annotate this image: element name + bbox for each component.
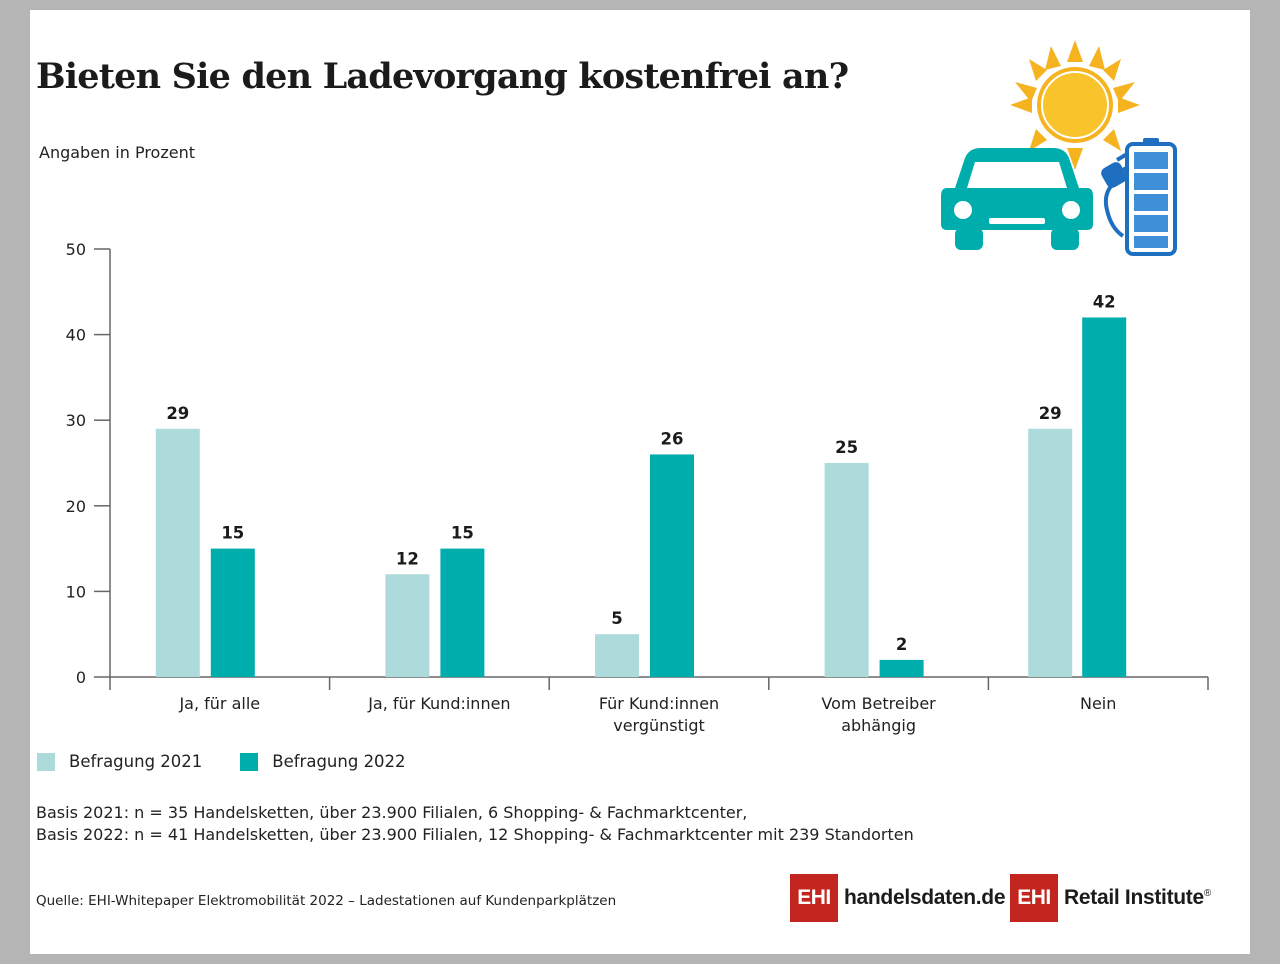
x-tick-label: abhängig — [841, 716, 916, 735]
y-tick-label: 50 — [66, 240, 86, 259]
legend-label-2021: Befragung 2021 — [69, 752, 203, 771]
bar — [155, 428, 200, 677]
bar — [385, 574, 430, 677]
data-label: 42 — [1093, 292, 1116, 311]
x-tick-label: Nein — [1080, 694, 1116, 713]
chart-title: Bieten Sie den Ladevorgang kostenfrei an… — [36, 56, 849, 97]
data-label: 5 — [611, 609, 622, 628]
data-label: 29 — [1039, 404, 1062, 423]
retail-institute-logo-text: Retail Institute® — [1064, 886, 1211, 910]
bar — [595, 634, 639, 677]
bar — [1082, 317, 1127, 677]
bar — [824, 463, 869, 677]
ev-charging-illustration — [941, 40, 1177, 256]
y-tick-label: 40 — [66, 326, 86, 345]
sun-icon — [1010, 40, 1140, 170]
ehi-logo-mark: EHI — [790, 874, 838, 922]
y-tick-label: 30 — [66, 411, 86, 430]
legend-label-2022: Befragung 2022 — [272, 752, 406, 771]
data-label: 15 — [451, 524, 474, 543]
legend: Befragung 2021 Befragung 2022 — [37, 752, 444, 771]
data-label: 15 — [221, 524, 244, 543]
data-label: 25 — [835, 438, 858, 457]
data-label: 26 — [661, 429, 684, 448]
legend-item-2021: Befragung 2021 — [37, 752, 202, 771]
basis-2022: Basis 2022: n = 41 Handelsketten, über 2… — [36, 825, 914, 844]
y-tick-label: 10 — [66, 582, 86, 601]
legend-item-2022: Befragung 2022 — [240, 752, 406, 771]
ehi-logo-mark: EHI — [1010, 874, 1058, 922]
basis-note: Basis 2021: n = 35 Handelsketten, über 2… — [36, 802, 914, 846]
battery-icon — [1125, 138, 1177, 256]
car-icon — [941, 148, 1093, 250]
data-label: 29 — [166, 404, 189, 423]
legend-swatch-2022 — [240, 752, 259, 771]
handelsdaten-logo-text: handelsdaten.de — [844, 886, 1006, 909]
x-tick-label: Ja, für alle — [178, 694, 260, 713]
bar — [650, 454, 694, 677]
bar — [879, 659, 924, 677]
data-label: 2 — [896, 635, 907, 654]
legend-swatch-2021 — [37, 752, 55, 771]
bar — [1028, 428, 1073, 677]
x-tick-label: vergünstigt — [613, 716, 705, 735]
data-label: 12 — [396, 549, 419, 568]
y-tick-label: 20 — [66, 497, 86, 516]
chart-subtitle: Angaben in Prozent — [39, 143, 195, 162]
x-tick-label: Vom Betreiber — [821, 694, 936, 713]
y-tick-label: 0 — [76, 668, 86, 687]
retail-institute-name: Retail Institute — [1064, 886, 1204, 909]
basis-2021: Basis 2021: n = 35 Handelsketten, über 2… — [36, 803, 748, 822]
x-tick-label: Ja, für Kund:innen — [367, 694, 510, 713]
source-note: Quelle: EHI-Whitepaper Elektromobilität … — [36, 893, 617, 909]
x-tick-label: Für Kund:innen — [599, 694, 719, 713]
registered-mark: ® — [1203, 888, 1211, 899]
retail-institute-logo: EHI Retail Institute® — [1010, 874, 1211, 922]
bar — [210, 548, 255, 677]
handelsdaten-logo: EHI handelsdaten.de — [790, 874, 1006, 922]
bar — [440, 548, 485, 677]
